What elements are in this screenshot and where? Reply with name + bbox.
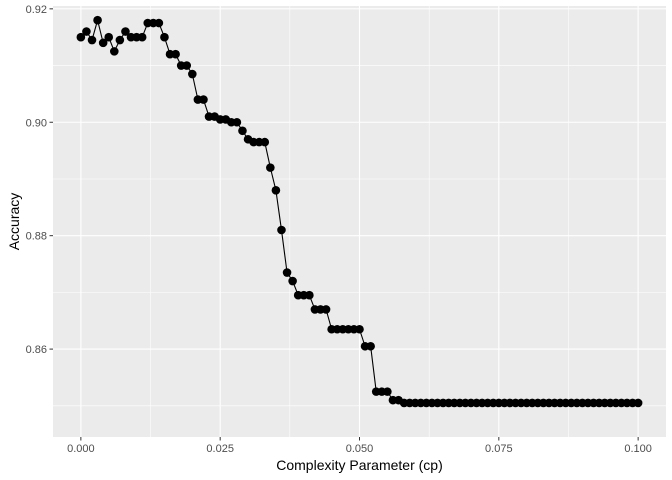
data-point (355, 324, 364, 334)
y-tick-label: 0.90 (26, 117, 47, 129)
y-axis-title: Accuracy (6, 193, 22, 251)
data-point (238, 126, 247, 136)
data-point (366, 341, 375, 351)
data-point (171, 49, 180, 59)
data-point (282, 268, 292, 277)
data-point (154, 18, 164, 28)
data-point (160, 32, 169, 42)
data-point (137, 32, 147, 42)
y-axis: 0.86 0.88 0.90 0.92 (26, 4, 53, 356)
major-gridlines (53, 6, 666, 437)
data-point (76, 32, 86, 42)
data-point (271, 186, 281, 195)
data-point (266, 163, 275, 172)
data-point (98, 38, 108, 48)
data-point (82, 27, 91, 36)
data-point (260, 137, 270, 147)
y-tick-label: 0.92 (26, 4, 47, 16)
data-points (76, 15, 643, 408)
data-point (182, 61, 192, 70)
y-tick-label: 0.86 (26, 344, 47, 356)
data-point (383, 387, 392, 396)
data-point (104, 32, 114, 42)
data-point (87, 35, 97, 45)
x-axis-title: Complexity Parameter (cp) (276, 457, 443, 473)
x-tick-label: 0.075 (485, 443, 513, 455)
data-point (110, 47, 119, 56)
data-point (305, 290, 314, 300)
x-tick-label: 0.000 (67, 443, 95, 455)
data-point (277, 225, 286, 235)
data-point (115, 35, 125, 45)
data-point (633, 398, 643, 408)
x-axis: 0.000 0.025 0.050 0.075 0.100 (67, 437, 652, 455)
x-tick-label: 0.050 (346, 443, 374, 455)
y-tick-label: 0.88 (26, 231, 47, 243)
data-point (121, 27, 130, 36)
data-point (199, 95, 208, 104)
data-point (321, 305, 331, 314)
x-tick-label: 0.025 (206, 443, 234, 455)
data-point (93, 15, 102, 25)
data-point (188, 69, 197, 79)
data-point (232, 117, 242, 127)
data-point (288, 276, 297, 286)
x-tick-label: 0.100 (624, 443, 652, 455)
